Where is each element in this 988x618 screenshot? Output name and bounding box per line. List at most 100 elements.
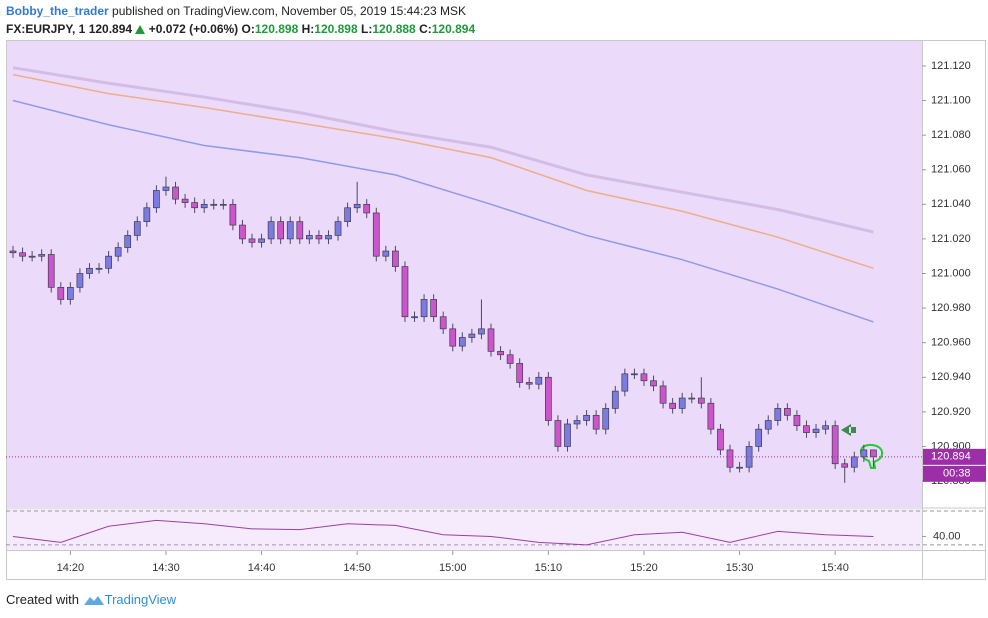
candle-body: [181, 198, 189, 203]
candle-body: [478, 328, 485, 335]
candle-body: [286, 221, 294, 240]
moving-average: [12, 66, 874, 234]
candle-body: [239, 224, 246, 240]
candle-body: [525, 382, 533, 385]
y-tick-label: 120.980: [931, 302, 971, 314]
y-tick-label: 121.060: [931, 164, 971, 176]
candle-body: [707, 402, 715, 430]
candle-body: [191, 202, 198, 209]
candle-body: [124, 235, 132, 248]
published: published on TradingView.com, November 0…: [112, 4, 467, 18]
candle-body: [420, 299, 428, 318]
candle-body: [372, 212, 380, 257]
candle-body: [736, 466, 743, 469]
countdown-label: 00:38: [943, 468, 971, 480]
candle-body: [611, 390, 619, 409]
candle-body: [554, 420, 562, 447]
candle-body: [535, 376, 543, 385]
x-tick-label: 14:20: [57, 562, 85, 574]
candle-body: [870, 449, 877, 458]
author: Bobby_the_trader: [6, 4, 109, 18]
candle-body: [153, 190, 160, 209]
candle-body: [325, 235, 332, 240]
candle-body: [764, 420, 772, 430]
header-line: Bobby_the_trader published on TradingVie…: [6, 4, 466, 18]
candle-body: [392, 250, 399, 267]
candle-body: [210, 203, 218, 206]
candle-body: [822, 425, 829, 430]
candle-body: [497, 350, 504, 356]
candle-body: [219, 203, 227, 206]
candle-body: [812, 428, 820, 433]
candle-body: [621, 373, 629, 392]
last-price-box: [923, 448, 986, 465]
x-tick-label: 15:30: [726, 562, 754, 574]
candle-body: [363, 203, 371, 214]
change: +0.072 (+0.06%): [148, 22, 239, 36]
candle-body: [277, 221, 285, 240]
candle-body: [172, 186, 179, 200]
x-tick-label: 15:20: [630, 562, 658, 574]
symbol: FX:EURJPY, 1: [6, 22, 86, 36]
candle-body: [564, 423, 571, 447]
candle-body: [468, 333, 476, 338]
footer-text: Created with: [6, 592, 79, 607]
quote-label: O:: [241, 22, 255, 36]
quote-label: C:: [419, 22, 432, 36]
quote-value: 120.894: [431, 22, 476, 36]
candle-body: [803, 425, 810, 433]
quote-label: H:: [301, 22, 315, 36]
candle-body: [353, 203, 361, 209]
moving-average: [12, 99, 874, 323]
y-tick-label: 121.020: [931, 233, 971, 245]
y-tick-label: 121.100: [931, 94, 971, 106]
candle-body: [114, 247, 122, 257]
candle-body: [745, 446, 753, 468]
candle-body: [133, 221, 141, 236]
x-tick-label: 15:10: [535, 562, 563, 574]
candle-body: [315, 235, 323, 240]
candle-body: [774, 408, 782, 421]
indicator-line: [12, 519, 874, 546]
x-tick-label: 15:40: [821, 562, 849, 574]
candle-body: [76, 273, 84, 288]
candle-body: [306, 235, 313, 240]
last-price-label: 120.894: [931, 451, 971, 463]
candle-body: [162, 186, 170, 191]
logo: [83, 596, 104, 605]
candle-body: [650, 380, 657, 387]
last: 120.894: [88, 22, 133, 36]
candle-body: [860, 449, 868, 458]
x-tick-label: 14:30: [152, 562, 180, 574]
y-tick-label: 121.120: [931, 60, 971, 72]
candle-body: [334, 221, 342, 236]
candle-body: [755, 428, 763, 447]
candle-body: [86, 267, 93, 274]
candle-body: [248, 238, 256, 243]
arrow-icon: [841, 424, 856, 436]
quote-value: 120.898: [254, 22, 299, 36]
brand: TradingView: [104, 592, 177, 607]
candle-body: [631, 373, 638, 376]
indicator-tick-label: 40.00: [933, 530, 961, 542]
candle-body: [726, 449, 734, 468]
candle-body: [200, 203, 208, 209]
candle-body: [841, 463, 849, 468]
candle-body: [9, 250, 17, 254]
indicator-pane: [6, 509, 922, 550]
quote-value: 120.898: [314, 22, 358, 36]
candle-body: [717, 428, 724, 451]
quote-line: FX:EURJPY, 1 120.894 +0.072 (+0.06%) O:1…: [6, 22, 475, 36]
candle-body: [784, 408, 791, 416]
candle-body: [19, 252, 26, 257]
candle-body: [430, 299, 437, 318]
candle-body: [229, 203, 237, 226]
candle-body: [688, 397, 696, 400]
candle-body: [411, 316, 418, 319]
moving-average: [12, 73, 874, 270]
candle-body: [793, 414, 801, 427]
candle-body: [28, 255, 36, 258]
candle-body: [267, 221, 275, 240]
